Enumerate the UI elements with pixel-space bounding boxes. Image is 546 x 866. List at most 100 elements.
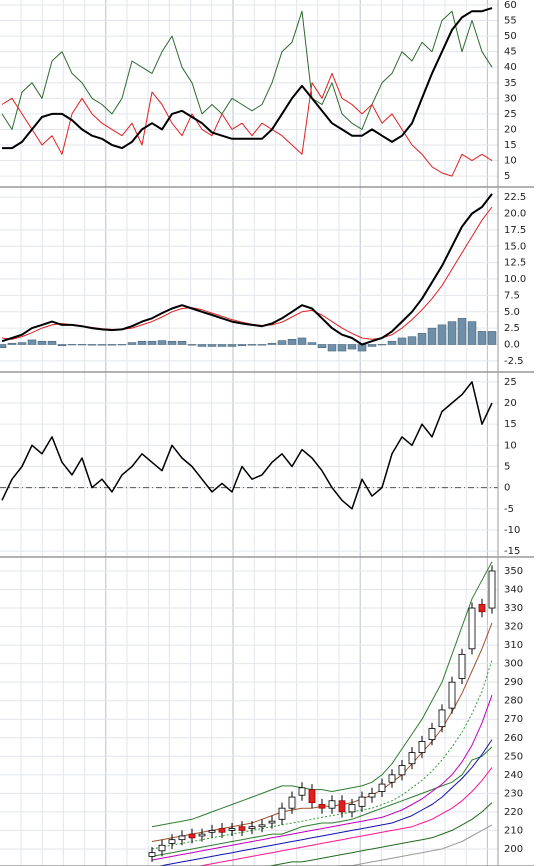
histogram-bar: [307, 342, 317, 345]
histogram-bar: [17, 342, 27, 345]
histogram-bar: [77, 344, 87, 346]
histogram-bar: [427, 327, 437, 345]
histogram-bar: [167, 340, 177, 345]
histogram-bar: [487, 331, 497, 345]
histogram-bar: [257, 344, 267, 346]
series-line: [151, 694, 493, 861]
y-tick-label: 20: [504, 124, 517, 135]
candle-body: [158, 844, 166, 852]
candle-body: [348, 804, 356, 813]
y-tick-label: 330: [504, 603, 523, 614]
series-line: [197, 767, 493, 866]
y-tick-label: -5: [504, 504, 514, 515]
histogram-bar: [227, 344, 237, 347]
candle-body: [318, 804, 326, 809]
y-tick-label: 10.0: [504, 274, 526, 285]
histogram-bar: [47, 340, 57, 345]
histogram-bar: [207, 344, 217, 347]
y-tick-label: 0: [504, 483, 510, 494]
y-tick-label: 280: [504, 696, 523, 707]
histogram-bar: [137, 340, 147, 345]
histogram-bar: [387, 340, 397, 345]
candle-body: [408, 752, 416, 765]
y-tick-label: 250: [504, 751, 523, 762]
candle-body: [338, 800, 346, 813]
candle-body: [458, 653, 466, 679]
y-tick-label: 310: [504, 640, 523, 651]
candle-body: [308, 789, 316, 804]
y-tick-label: 5.0: [504, 307, 520, 318]
y-tick-label: 230: [504, 788, 523, 799]
panel: [0, 188, 498, 372]
histogram-bar: [117, 344, 127, 346]
y-tick-label: 340: [504, 585, 523, 596]
candle-body: [288, 796, 296, 809]
histogram-bar: [457, 318, 467, 345]
panel: [0, 0, 498, 187]
series-line: [1, 381, 493, 510]
candle-body: [168, 839, 176, 844]
y-tick-label: 12.5: [504, 258, 526, 269]
y-tick-label: 40: [504, 62, 517, 73]
y-tick-label: -2.5: [504, 356, 524, 367]
series-line: [337, 824, 493, 866]
histogram-bar: [237, 344, 247, 347]
histogram-bar: [397, 337, 407, 345]
y-tick-label: 15: [504, 140, 517, 151]
histogram-bar: [247, 344, 257, 346]
y-tick-label: 350: [504, 566, 523, 577]
y-tick-label: -15: [504, 546, 520, 557]
histogram-bar: [267, 342, 277, 345]
candle-body: [488, 570, 496, 609]
series-line: [1, 72, 493, 177]
y-tick-label: 50: [504, 31, 517, 42]
histogram-bar: [347, 344, 357, 350]
candle-body: [188, 833, 196, 839]
candle-body: [418, 741, 426, 753]
y-tick-label: 200: [504, 844, 523, 855]
candle-body: [148, 852, 156, 857]
series-line: [151, 746, 493, 857]
histogram-bar: [197, 344, 207, 347]
histogram-bar: [477, 331, 487, 345]
y-tick-label: 2.5: [504, 323, 520, 334]
series-line: [267, 802, 493, 866]
histogram-bar: [177, 340, 187, 345]
histogram-bar: [0, 344, 7, 349]
y-tick-label: 240: [504, 770, 523, 781]
candle-body: [328, 800, 336, 809]
histogram-bar: [337, 344, 347, 352]
candle-body: [238, 826, 246, 831]
candle-body: [258, 824, 266, 828]
y-tick-label: 270: [504, 714, 523, 725]
y-tick-label: 25: [504, 377, 517, 388]
y-tick-label: 210: [504, 825, 523, 836]
candle-body: [278, 807, 286, 820]
y-tick-label: 220: [504, 807, 523, 818]
series-line: [2, 7, 493, 150]
y-tick-label: 290: [504, 677, 523, 688]
y-tick-label: 15: [504, 419, 517, 430]
y-tick-label: 55: [504, 16, 517, 27]
candle-body: [428, 728, 436, 741]
histogram-bar: [97, 344, 107, 346]
histogram-bar: [447, 321, 457, 345]
y-tick-label: 15.0: [504, 241, 526, 252]
y-tick-label: 30: [504, 93, 517, 104]
histogram-bar: [367, 344, 377, 347]
y-tick-label: -10: [504, 525, 520, 536]
y-tick-label: 25: [504, 109, 517, 120]
y-tick-label: 20: [504, 398, 517, 409]
y-tick-label: 35: [504, 78, 517, 89]
y-tick-label: 320: [504, 622, 523, 633]
y-tick-label: 5: [504, 171, 510, 182]
histogram-bar: [7, 342, 17, 345]
histogram-bar: [87, 344, 97, 346]
y-tick-label: 0.0: [504, 339, 520, 350]
y-tick-label: 300: [504, 659, 523, 670]
histogram-bar: [147, 340, 157, 345]
histogram-bar: [37, 340, 47, 345]
candle-body: [478, 603, 486, 613]
histogram-bar: [317, 344, 327, 349]
